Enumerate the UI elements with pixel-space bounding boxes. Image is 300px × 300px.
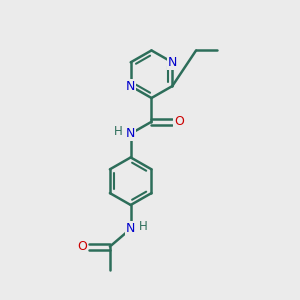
Text: O: O	[174, 115, 184, 128]
Text: N: N	[168, 56, 177, 69]
Text: N: N	[126, 222, 135, 235]
Text: H: H	[114, 125, 123, 138]
Text: N: N	[126, 80, 135, 93]
Text: N: N	[126, 127, 135, 140]
Text: O: O	[78, 240, 88, 253]
Text: H: H	[139, 220, 148, 233]
